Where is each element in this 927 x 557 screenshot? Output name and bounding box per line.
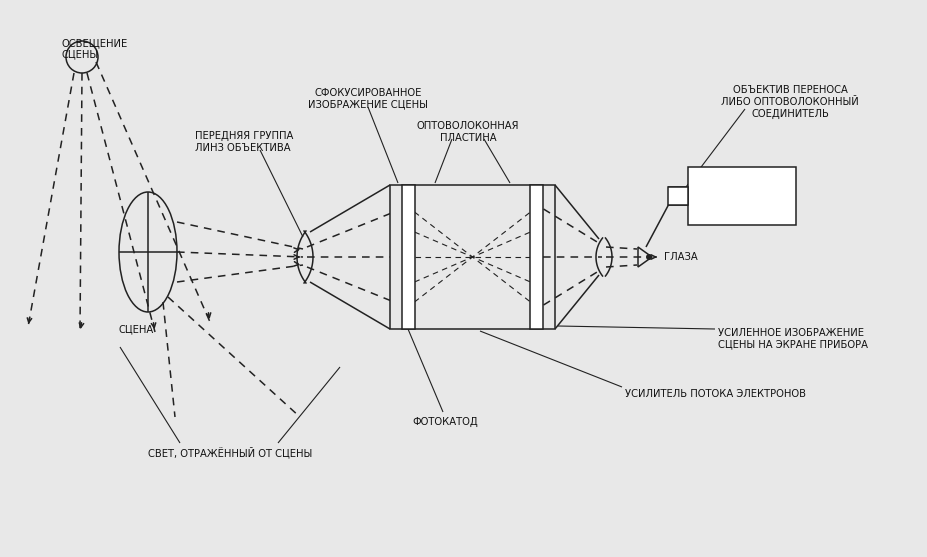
Bar — [687, 167, 795, 225]
Text: ОПТОВОЛОКОННАЯ
ПЛАСТИНА: ОПТОВОЛОКОННАЯ ПЛАСТИНА — [416, 121, 519, 143]
Bar — [401, 185, 414, 329]
Text: ФОТОКАТОД: ФОТОКАТОД — [412, 417, 477, 427]
Bar — [530, 185, 543, 329]
Text: ГЛАЗА: ГЛАЗА — [664, 252, 697, 262]
Text: ОСВЕЩЕНИЕ
СЦЕНЫ: ОСВЕЩЕНИЕ СЦЕНЫ — [61, 38, 127, 60]
Text: СФОКУСИРОВАННОЕ
ИЗОБРАЖЕНИЕ СЦЕНЫ: СФОКУСИРОВАННОЕ ИЗОБРАЖЕНИЕ СЦЕНЫ — [308, 88, 427, 110]
Text: ОБЪЕКТИВ ПЕРЕНОСА
ЛИБО ОПТОВОЛОКОННЫЙ
СОЕДИНИТЕЛЬ: ОБЪЕКТИВ ПЕРЕНОСА ЛИБО ОПТОВОЛОКОННЫЙ СО… — [720, 85, 858, 119]
Text: СЦЕНА: СЦЕНА — [118, 324, 153, 334]
Bar — [389, 185, 554, 329]
Bar — [667, 187, 687, 205]
Text: КАМЕРА: КАМЕРА — [717, 191, 765, 201]
Text: УСИЛИТЕЛЬ ПОТОКА ЭЛЕКТРОНОВ: УСИЛИТЕЛЬ ПОТОКА ЭЛЕКТРОНОВ — [624, 389, 806, 399]
Text: ПЕРЕДНЯЯ ГРУППА
ЛИНЗ ОБЪЕКТИВА: ПЕРЕДНЯЯ ГРУППА ЛИНЗ ОБЪЕКТИВА — [195, 131, 293, 153]
Circle shape — [645, 254, 652, 260]
Text: СВЕТ, ОТРАЖЁННЫЙ ОТ СЦЕНЫ: СВЕТ, ОТРАЖЁННЫЙ ОТ СЦЕНЫ — [147, 446, 311, 458]
Text: УСИЛЕННОЕ ИЗОБРАЖЕНИЕ
СЦЕНЫ НА ЭКРАНЕ ПРИБОРА: УСИЛЕННОЕ ИЗОБРАЖЕНИЕ СЦЕНЫ НА ЭКРАНЕ ПР… — [717, 328, 867, 350]
